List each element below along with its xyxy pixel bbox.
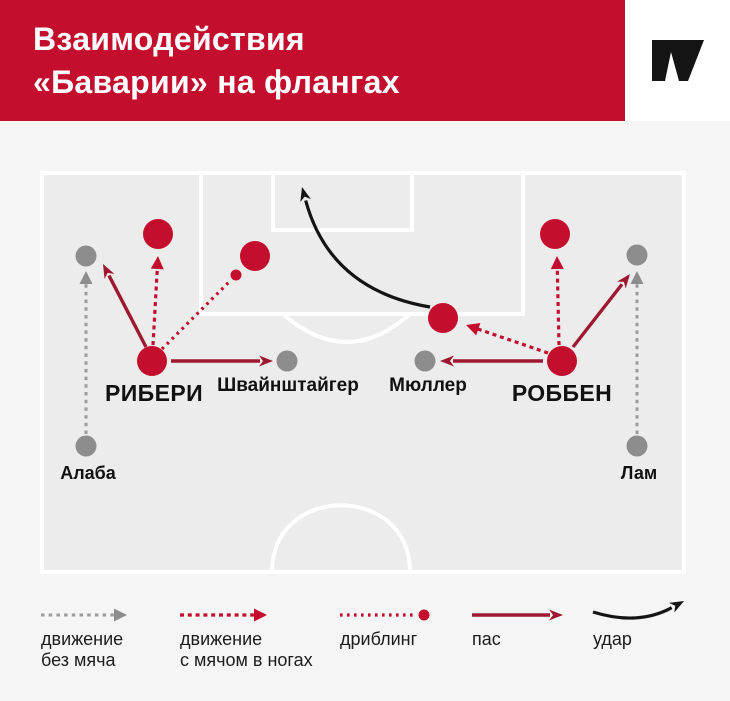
player-label-ribery: РИБЕРИ xyxy=(104,380,204,406)
arrowhead-pass-icon xyxy=(440,355,454,367)
legend-glyphs-layer xyxy=(41,601,684,622)
penalty-arc xyxy=(281,312,412,344)
legend-label-line: дриблинг xyxy=(340,629,418,649)
logo-area xyxy=(625,0,730,121)
arrowhead-run-icon xyxy=(114,608,127,622)
legend-label-dribble: дриблинг xyxy=(340,629,417,650)
player-circle-ribery-run-target xyxy=(143,219,173,249)
player-label-alaba: Алаба xyxy=(60,463,116,483)
header: Взаимодействия «Баварии» на флангах xyxy=(0,0,730,121)
arrow-shot-line xyxy=(592,606,673,620)
legend-label-line: удар xyxy=(593,629,632,649)
arrowhead-move-icon xyxy=(466,323,481,336)
legend-label-shot: удар xyxy=(593,629,632,650)
arrowhead-pass-icon xyxy=(617,274,630,289)
player-circle-alaba xyxy=(75,435,97,457)
arrow-shot-line xyxy=(304,200,431,309)
title-line-1: Взаимодействия xyxy=(33,21,305,57)
player-circle-robben xyxy=(547,346,577,376)
arrow-dribble-line xyxy=(160,278,233,351)
legend-label-line: движение xyxy=(180,629,263,649)
goal-box xyxy=(271,171,414,232)
players-layer xyxy=(75,219,648,457)
player-circle-mueller xyxy=(414,350,436,372)
player-circle-alaba-target xyxy=(75,245,97,267)
arrow-move-line xyxy=(555,267,561,346)
legend-label-line: с мячом в ногах xyxy=(180,650,313,670)
arrowhead-pass-icon xyxy=(103,264,115,279)
arrow-pass-line xyxy=(571,283,624,349)
arrowhead-run-icon xyxy=(630,271,644,284)
player-label-robben: РОББЕН xyxy=(511,380,613,406)
player-circle-dribble-target xyxy=(240,241,270,271)
arrowhead-run-icon xyxy=(79,271,93,284)
arrow-pass-line xyxy=(107,274,148,348)
ball-icon xyxy=(418,609,430,621)
pitch-outline xyxy=(40,171,686,574)
arrow-move-line xyxy=(151,267,159,346)
player-circle-mueller-zone xyxy=(428,303,458,333)
legend-label-line: пас xyxy=(472,629,501,649)
arrowhead-move-icon xyxy=(550,256,564,270)
player-circle-schweinsteiger xyxy=(276,350,298,372)
player-label-schweinsteiger: Швайнштайгер xyxy=(217,375,359,396)
header-banner: Взаимодействия «Баварии» на флангах xyxy=(0,0,625,121)
player-circle-lahm xyxy=(626,435,648,457)
player-circle-robben-run-target xyxy=(540,219,570,249)
arrowhead-shot-icon xyxy=(669,601,684,613)
player-label-mueller: Мюллер xyxy=(389,375,467,396)
player-circle-lahm-target xyxy=(626,244,648,266)
legend-label-run: движение без мяча xyxy=(41,629,123,671)
title-line-2: «Баварии» на флангах xyxy=(33,64,400,100)
legend-label-move: движение с мячом в ногах xyxy=(180,629,313,671)
arrowhead-move-icon xyxy=(254,608,267,622)
arrowhead-pass-icon xyxy=(549,609,563,621)
page-title: Взаимодействия «Баварии» на флангах xyxy=(33,18,400,104)
winline-logo-icon xyxy=(652,40,704,81)
legend-label-line: без мяча xyxy=(41,650,116,670)
pitch-lines xyxy=(40,171,686,574)
arrows-layer xyxy=(79,187,644,434)
legend-label-pass: пас xyxy=(472,629,501,650)
arrowhead-pass-icon xyxy=(259,355,273,367)
arrowhead-move-icon xyxy=(150,256,164,270)
arrowhead-shot-icon xyxy=(300,187,311,202)
legend-label-line: движение xyxy=(41,629,124,649)
player-label-lahm: Лам xyxy=(620,463,658,483)
ball-icon xyxy=(230,269,242,281)
center-circle-arc xyxy=(270,503,412,573)
player-circle-ribery xyxy=(137,346,167,376)
